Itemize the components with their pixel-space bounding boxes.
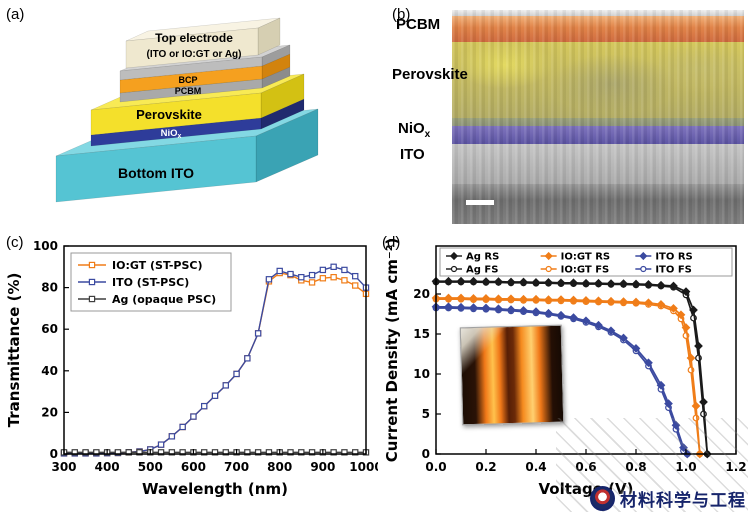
sem-label-pcbm: PCBM [396, 16, 441, 33]
svg-text:80: 80 [41, 281, 58, 295]
sem-transition-layer [452, 118, 744, 126]
top-electrode-box: Top electrode (ITO or IO:GT or Ag) [125, 17, 281, 69]
sem-niox-layer [452, 126, 744, 144]
sem-image [452, 10, 744, 224]
watermark: 材料科学与工程 [590, 486, 746, 511]
pcbm-label: PCBM [175, 86, 202, 96]
svg-text:Ag (opaque PSC): Ag (opaque PSC) [112, 293, 216, 306]
layer-pcbm: PCBM [119, 66, 291, 103]
sem-pcbm-layer [452, 16, 744, 42]
svg-text:5: 5 [422, 407, 430, 421]
top-electrode-label-line1: Top electrode [155, 31, 233, 45]
svg-text:900: 900 [310, 460, 335, 474]
svg-text:1.0: 1.0 [675, 460, 696, 474]
sem-texture-overlay [452, 10, 744, 224]
svg-text:300: 300 [51, 460, 76, 474]
sem-label-perovskite: Perovskite [392, 66, 468, 83]
panel-b-sem-cross-section: (b) PCBM Perovskite NiOx ITO [390, 2, 746, 230]
panel-d-label: (d) [382, 234, 401, 251]
panel-a-device-schematic: (a) Bottom ITO NiOx Perovskite [6, 2, 350, 232]
layer-bcp: BCP [119, 53, 291, 94]
sem-perovskite-layer [452, 42, 744, 118]
sem-label-niox: NiOx [398, 120, 431, 140]
svg-text:400: 400 [95, 460, 120, 474]
sem-top-strip [452, 10, 744, 16]
svg-text:Ag RS: Ag RS [466, 252, 499, 263]
scale-bar [466, 200, 494, 205]
watermark-logo-icon [590, 486, 615, 511]
svg-text:IO:GT RS: IO:GT RS [561, 252, 610, 263]
svg-text:ITO (ST-PSC): ITO (ST-PSC) [112, 276, 189, 289]
svg-text:40: 40 [41, 364, 58, 378]
panel-c-label: (c) [6, 234, 24, 251]
svg-text:0.4: 0.4 [525, 460, 546, 474]
svg-text:600: 600 [181, 460, 206, 474]
svg-text:20: 20 [41, 405, 58, 419]
svg-text:Current Density (mA cm⁻²): Current Density (mA cm⁻²) [383, 238, 401, 462]
svg-text:Ag FS: Ag FS [466, 265, 498, 276]
svg-text:Transmittance (%): Transmittance (%) [5, 273, 23, 428]
niox-label: NiOx [161, 128, 182, 140]
svg-text:500: 500 [138, 460, 163, 474]
svg-text:1.2: 1.2 [725, 460, 746, 474]
panel-a-label: (a) [6, 6, 25, 23]
bcp-label: BCP [178, 75, 197, 85]
top-electrode-label-line2: (ITO or IO:GT or Ag) [147, 49, 242, 60]
panel-b-label: (b) [392, 6, 411, 23]
svg-text:0.8: 0.8 [625, 460, 646, 474]
svg-text:700: 700 [224, 460, 249, 474]
svg-text:15: 15 [413, 327, 430, 341]
svg-text:IO:GT FS: IO:GT FS [561, 265, 610, 276]
layer-niox: NiOx [90, 98, 305, 147]
svg-text:0.6: 0.6 [575, 460, 596, 474]
sem-label-ito: ITO [400, 146, 425, 163]
device-photo-inset [459, 324, 565, 426]
svg-text:0: 0 [422, 447, 430, 461]
svg-text:0: 0 [50, 447, 58, 461]
svg-text:0.0: 0.0 [425, 460, 446, 474]
svg-text:IO:GT (ST-PSC): IO:GT (ST-PSC) [112, 259, 203, 272]
svg-text:60: 60 [41, 322, 58, 336]
svg-text:10: 10 [413, 367, 430, 381]
svg-text:800: 800 [267, 460, 292, 474]
sem-ito-layer [452, 144, 744, 184]
device-stack-schematic: Bottom ITO NiOx Perovskite PCBM [55, 17, 319, 203]
svg-text:100: 100 [33, 239, 58, 253]
panel-d-jv-chart: (d) 0.0 0.2 0.4 0.6 0.8 1.0 1.2 0 5 10 15 20 Voltage… [382, 232, 748, 510]
bottom-ito-label: Bottom ITO [118, 165, 194, 181]
svg-text:0.2: 0.2 [475, 460, 496, 474]
svg-text:20: 20 [413, 287, 430, 301]
svg-text:Wavelength (nm): Wavelength (nm) [142, 480, 288, 498]
svg-text:ITO FS: ITO FS [655, 265, 692, 276]
perovskite-label: Perovskite [136, 107, 202, 122]
svg-text:ITO RS: ITO RS [655, 252, 692, 263]
sem-substrate-layer [452, 184, 744, 224]
watermark-text: 材料科学与工程 [620, 491, 746, 511]
